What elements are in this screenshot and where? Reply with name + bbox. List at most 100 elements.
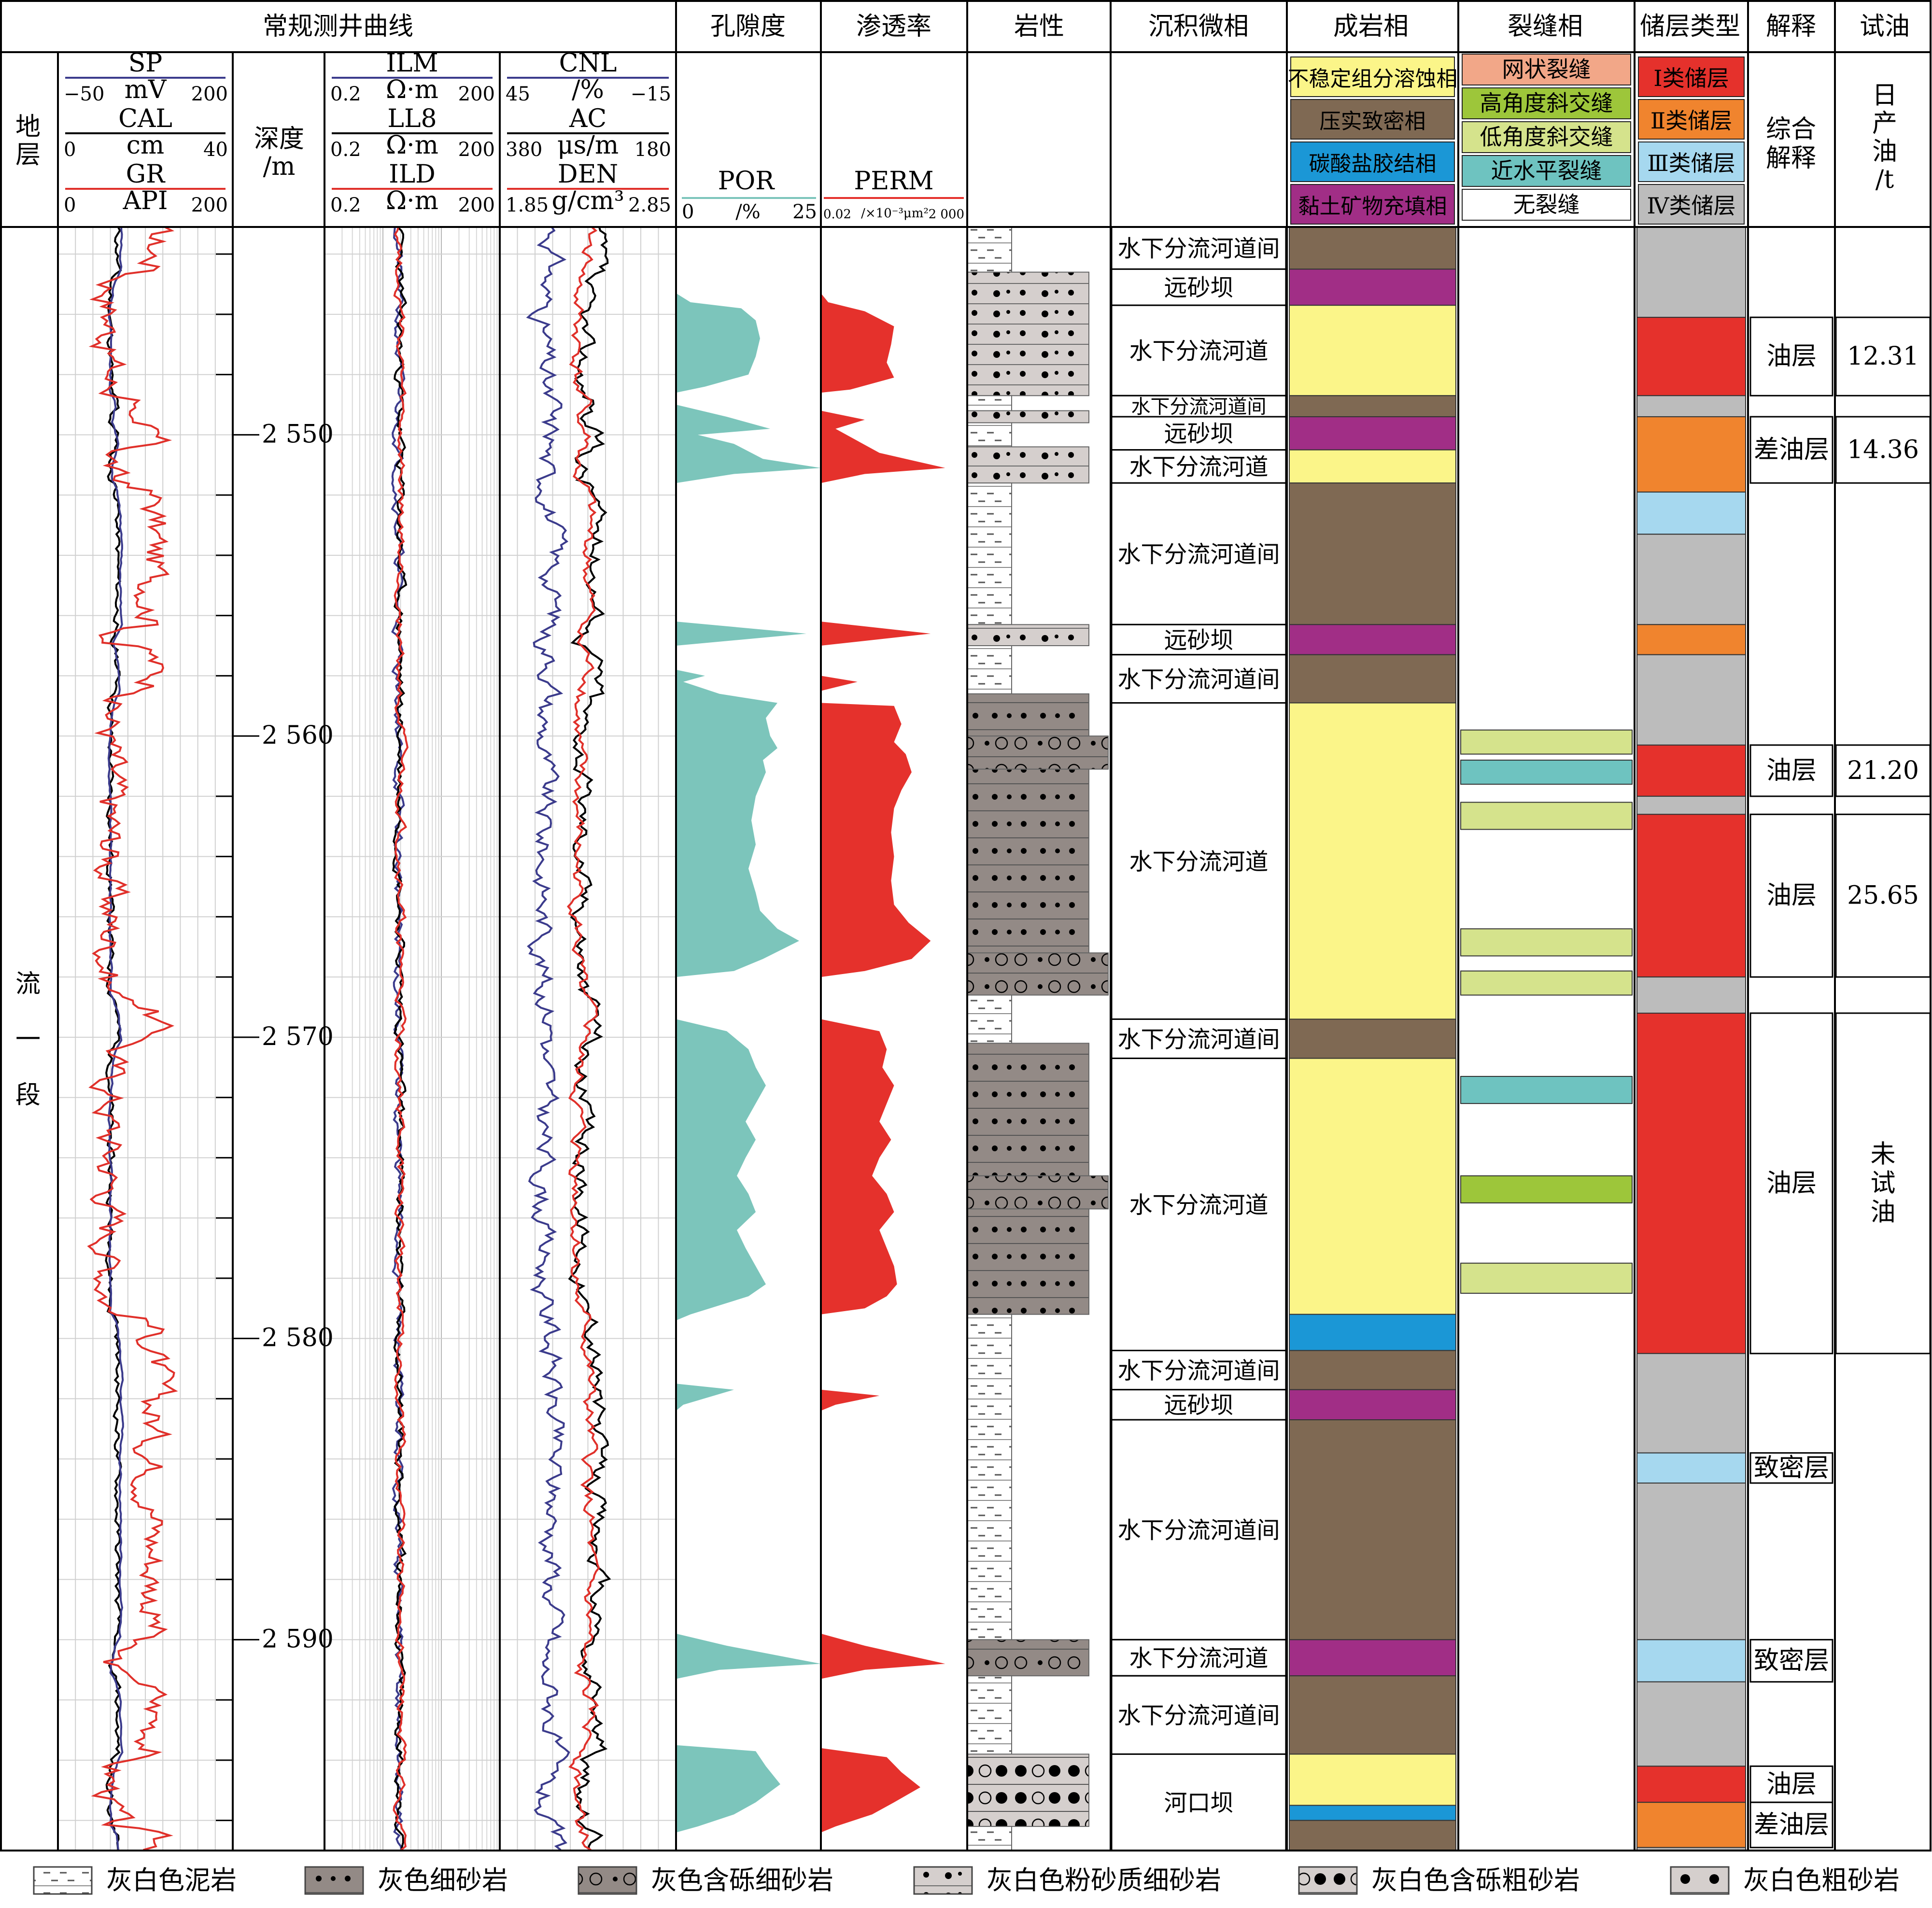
curve-scale-max: 200	[458, 83, 495, 105]
res-swatch	[1638, 184, 1745, 225]
curve-scale-max: 200	[458, 194, 495, 216]
interpretation-interval	[1749, 316, 1833, 396]
curve-scale-max: 200	[191, 194, 228, 216]
depth-track: 2 550 2 560 2 570 2 580 2 590	[216, 253, 334, 1822]
diagenetic-interval	[1289, 1018, 1456, 1059]
curve-scale-min: 0.2	[330, 83, 361, 105]
interpretation-interval	[1749, 744, 1833, 797]
curve-unit: API	[122, 186, 168, 215]
reservoir-interval	[1636, 744, 1746, 797]
depth-header-label: 深度	[254, 125, 304, 154]
column-header-row: 常规测井曲线 孔隙度 渗透率 岩性 沉积微相 成岩相 裂缝相 储层类型 解释 试…	[263, 12, 1910, 41]
diagenetic-interval	[1289, 1419, 1456, 1640]
legend-swatch	[1670, 1866, 1730, 1895]
reservoir-interval	[1636, 814, 1746, 978]
interpretation-label: 油层	[1766, 756, 1817, 785]
oil-header-char: 油	[1872, 137, 1897, 166]
lithology-interval	[967, 1639, 1089, 1677]
oil-header-char: 产	[1872, 109, 1897, 138]
diag-label: 压实致密相	[1320, 109, 1426, 134]
reservoir-interval	[1636, 795, 1746, 815]
legend-swatch	[578, 1866, 637, 1895]
microfacies-label: 水下分流河道间	[1117, 541, 1280, 568]
header-curves: 常规测井曲线	[263, 12, 413, 41]
curve-name: AC	[569, 104, 606, 133]
interpretation-interval	[1749, 1801, 1833, 1849]
reservoir-interval	[1636, 976, 1746, 1014]
curve-unit: cm	[127, 131, 164, 160]
diagenetic-interval	[1289, 395, 1456, 417]
curve-scale-max: −15	[631, 83, 671, 105]
lithology-interval	[967, 1314, 1012, 1640]
curve-scale-min: 0	[64, 194, 76, 216]
depth-header-unit: /m	[263, 152, 296, 181]
lithology-interval	[967, 1043, 1089, 1176]
lithology-interval	[967, 735, 1109, 770]
curve-unit: μs/m	[557, 131, 619, 160]
header-porosity: 孔隙度	[710, 12, 786, 41]
interpretation-interval	[1749, 1639, 1833, 1683]
fracture-interval	[1460, 970, 1633, 996]
interpretation-interval	[1749, 1012, 1833, 1355]
legend-label: 灰白色含砾粗砂岩	[1371, 1865, 1580, 1895]
lithology-interval	[967, 624, 1089, 647]
log-curve	[566, 226, 600, 1851]
table-frame	[0, 0, 1932, 1851]
formation-char: 流	[15, 970, 41, 999]
formation-name: 流一段	[15, 970, 41, 1110]
interpretation-interval	[1749, 416, 1833, 484]
curve-scale-max: 180	[635, 139, 671, 161]
diagenetic-interval	[1289, 1639, 1456, 1677]
microfacies-label: 水下分流河道	[1129, 848, 1268, 875]
formation-header: 地层	[15, 113, 41, 170]
lithology-interval	[967, 395, 1012, 411]
reservoir-interval	[1636, 1012, 1746, 1354]
microfacies-label: 水下分流河道间	[1117, 235, 1280, 262]
por-unit: /%	[735, 201, 760, 223]
fracture-interval	[1460, 1075, 1633, 1104]
track1-scale-header: SP −50 mV 200 CAL 0 cm 40 GR 0 API 200	[64, 49, 228, 216]
reservoir-interval	[1636, 1802, 1746, 1848]
legend-label: 灰色细砂岩	[378, 1865, 508, 1895]
interp-header-line: 综合	[1766, 115, 1816, 144]
interpretation-label: 致密层	[1754, 1454, 1829, 1483]
curve-scale-max: 200	[458, 139, 495, 161]
res-label: Ⅳ类储层	[1647, 193, 1736, 219]
microfacies-label: 水下分流河道	[1129, 1645, 1268, 1672]
res-label: Ⅲ类储层	[1647, 150, 1735, 176]
reservoir-interval	[1636, 395, 1746, 417]
curve-unit: /%	[572, 75, 604, 104]
frac-label: 网状裂缝	[1502, 57, 1591, 83]
oil-test-value: 14.36	[1847, 436, 1919, 465]
microfacies-label: 水下分流河道	[1129, 453, 1268, 481]
microfacies-label: 远砂坝	[1164, 421, 1233, 448]
depth-tick-label: 2 580	[262, 1324, 334, 1353]
por-scale-header: POR 0 /% 25	[682, 167, 817, 223]
log-curves	[87, 226, 611, 1851]
lithology-track	[967, 226, 1109, 1851]
interp-header-label-2: 解释	[1766, 144, 1816, 173]
reservoir-legend: Ⅰ类储层 Ⅱ类储层 Ⅲ类储层 Ⅳ类储层	[1638, 57, 1745, 225]
perm-name: PERM	[854, 167, 933, 196]
legend-label: 灰白色泥岩	[106, 1865, 237, 1895]
header-interpretation: 解释	[1766, 12, 1816, 41]
oil-test-value: 25.65	[1847, 881, 1919, 910]
fracture-track	[1460, 729, 1633, 1294]
fracture-interval	[1460, 729, 1633, 755]
interp-header-label: 综合	[1766, 115, 1816, 144]
depth-tick-label: 2 560	[262, 721, 334, 750]
lithology-interval	[967, 952, 1109, 996]
oil-test-value: 油	[1870, 1198, 1895, 1227]
microfacies-interval	[1111, 1419, 1287, 1640]
curve-name: CAL	[118, 104, 172, 133]
reservoir-interval	[1636, 1639, 1746, 1682]
header-permeability: 渗透率	[856, 12, 931, 41]
reservoir-interval	[1636, 317, 1746, 396]
curve-unit: g/cm³	[551, 186, 624, 215]
lithology-interval	[967, 994, 1012, 1044]
microfacies-interval	[1111, 304, 1287, 396]
microfacies-interval	[1111, 1389, 1287, 1421]
lithology-interval	[967, 482, 1012, 625]
reservoir-interval	[1636, 491, 1746, 535]
microfacies-label: 水下分流河道	[1129, 1191, 1268, 1218]
